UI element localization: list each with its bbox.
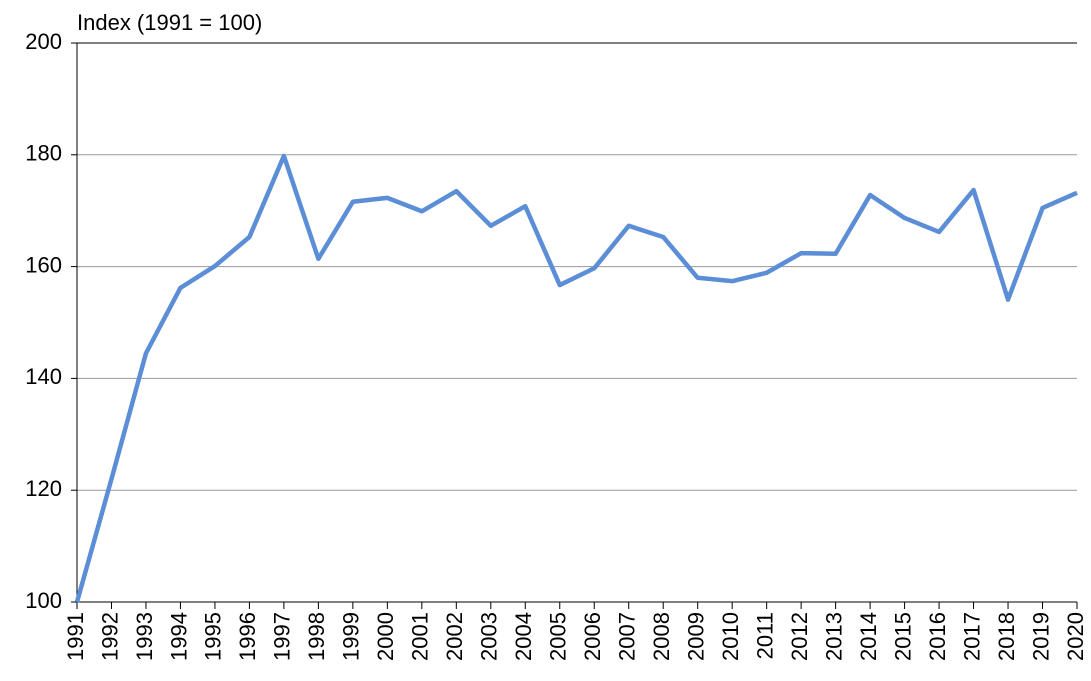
y-tick-label: 180 bbox=[25, 141, 62, 166]
x-tick-label: 1994 bbox=[166, 612, 191, 661]
y-tick-label: 120 bbox=[25, 476, 62, 501]
x-tick-label: 1993 bbox=[132, 612, 157, 661]
x-tick-label: 2006 bbox=[580, 612, 605, 661]
x-tick-label: 2014 bbox=[856, 612, 881, 661]
x-tick-label: 2005 bbox=[546, 612, 571, 661]
x-tick-label: 2007 bbox=[615, 612, 640, 661]
x-tick-label: 2010 bbox=[718, 612, 743, 661]
x-tick-label: 1992 bbox=[97, 612, 122, 661]
x-tick-label: 2017 bbox=[959, 612, 984, 661]
x-tick-label: 1991 bbox=[63, 612, 88, 661]
data-line bbox=[74, 153, 1078, 603]
x-tick-label: 2004 bbox=[511, 612, 536, 661]
x-tick-label: 2003 bbox=[477, 612, 502, 661]
x-tick-label: 2018 bbox=[994, 612, 1019, 661]
x-tick-label: 2013 bbox=[821, 612, 846, 661]
x-tick-label: 1998 bbox=[304, 612, 329, 661]
x-tick-label: 1996 bbox=[235, 612, 260, 661]
x-tick-label: 2012 bbox=[787, 612, 812, 661]
y-tick-label: 160 bbox=[25, 252, 62, 277]
chart-title: Index (1991 = 100) bbox=[77, 10, 262, 35]
y-tick-label: 140 bbox=[25, 364, 62, 389]
x-tick-label: 2009 bbox=[684, 612, 709, 661]
x-tick-label: 2011 bbox=[752, 612, 777, 659]
x-tick-label: 2015 bbox=[890, 612, 915, 661]
x-tick-label: 1995 bbox=[201, 612, 226, 661]
x-tick-label: 2001 bbox=[408, 612, 433, 661]
x-tick-label: 2020 bbox=[1063, 612, 1088, 661]
x-tick-label: 2000 bbox=[373, 612, 398, 661]
x-tick-label: 2008 bbox=[649, 612, 674, 661]
x-tick-label: 2016 bbox=[925, 612, 950, 661]
x-tick-label: 1997 bbox=[270, 612, 295, 661]
x-tick-label: 2002 bbox=[442, 612, 467, 661]
y-tick-label: 100 bbox=[25, 588, 62, 613]
x-tick-label: 1999 bbox=[339, 612, 364, 661]
y-tick-label: 200 bbox=[25, 29, 62, 54]
x-tick-label: 2019 bbox=[1028, 612, 1053, 661]
